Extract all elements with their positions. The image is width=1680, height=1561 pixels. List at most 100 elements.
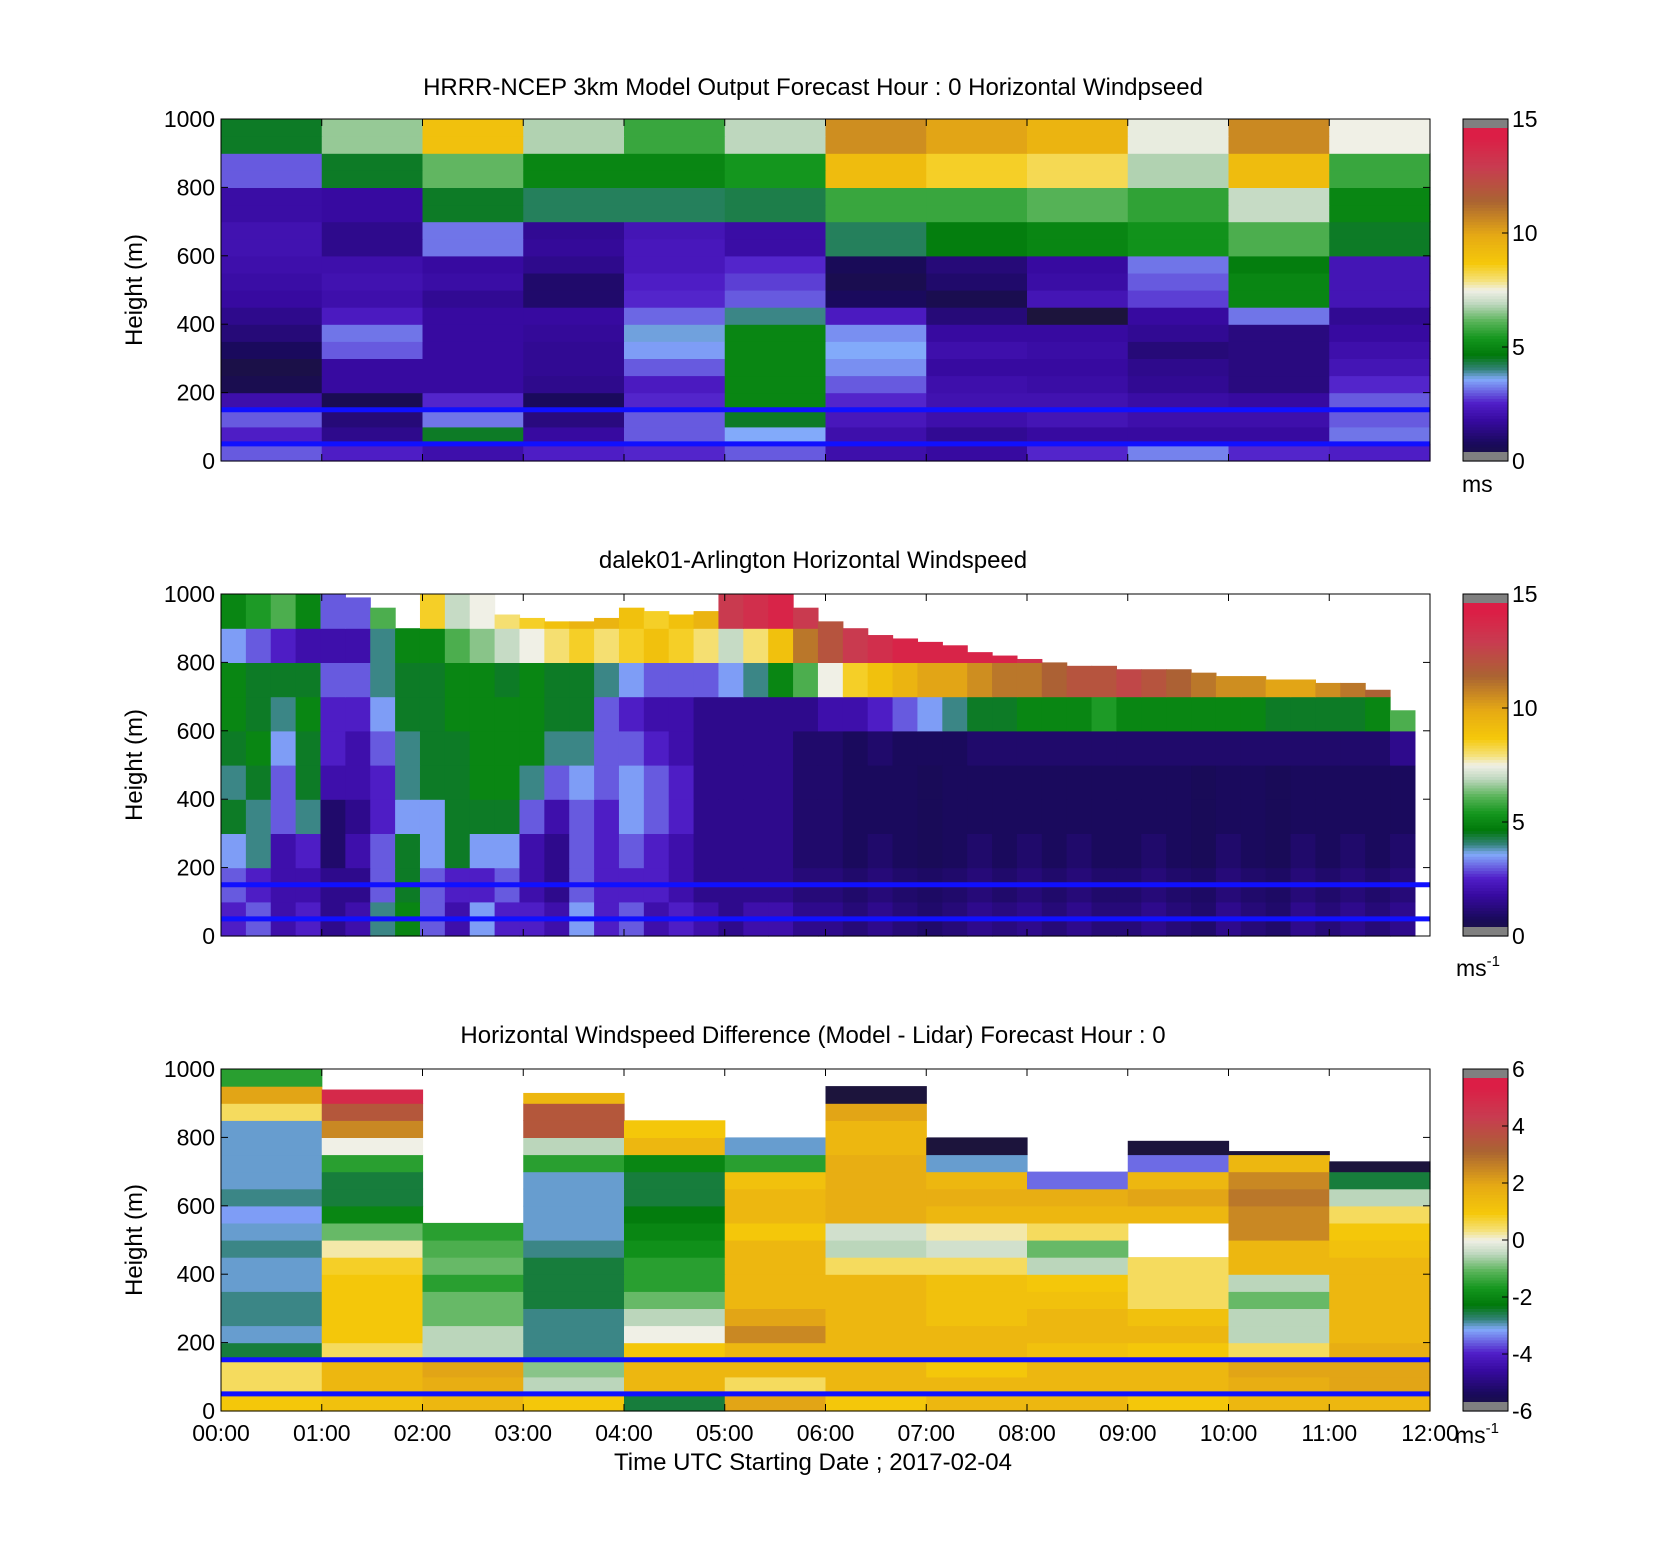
heatmap-cell	[1228, 375, 1330, 394]
heatmap-cell	[422, 1308, 524, 1327]
colorbar-swatch	[1463, 227, 1508, 231]
heatmap-cell	[270, 799, 297, 834]
heatmap-cell	[926, 1359, 1028, 1378]
heatmap-cell	[245, 765, 272, 800]
colorbar-tick-label: 5	[1512, 334, 1525, 360]
heatmap-cell	[624, 341, 726, 359]
colorbar-swatch	[1463, 1242, 1508, 1247]
heatmap-cell	[1027, 204, 1129, 223]
colorbar-swatch	[1463, 361, 1508, 365]
colorbar-swatch	[1463, 235, 1508, 240]
colorbar-swatch	[1463, 1362, 1508, 1366]
colorbar-swatch	[1463, 1302, 1508, 1307]
colorbar-swatch	[1463, 421, 1508, 425]
colorbar-swatch	[1463, 358, 1508, 362]
colorbar-swatch	[1463, 418, 1508, 422]
heatmap-cell	[345, 696, 371, 732]
colorbar-swatch	[1463, 802, 1508, 806]
heatmap-cell	[422, 375, 524, 394]
heatmap-cell	[693, 662, 720, 698]
heatmap-cell	[295, 799, 322, 834]
heatmap-cell	[693, 833, 720, 869]
heatmap-cell	[523, 1257, 625, 1275]
heatmap-cell	[825, 1257, 927, 1275]
x-tick-label: 06:00	[797, 1420, 855, 1446]
heatmap-cell	[1315, 799, 1341, 834]
heatmap-cell	[743, 799, 769, 834]
y-axis-label: Height (m)	[121, 1184, 148, 1296]
heatmap-cell	[793, 628, 819, 663]
heatmap-cell	[422, 1376, 524, 1395]
heatmap-cell	[295, 833, 322, 869]
colorbar-swatch	[1463, 144, 1508, 149]
heatmap-cell	[1329, 136, 1431, 154]
y-tick-label: 400	[177, 311, 215, 337]
heatmap-cell	[1329, 409, 1431, 428]
heatmap-cell	[523, 1205, 625, 1224]
heatmap-cell	[221, 1291, 323, 1309]
heatmap-cell	[1127, 238, 1230, 257]
colorbar-swatch	[1463, 347, 1508, 351]
heatmap-cell	[724, 1376, 827, 1395]
heatmap-cell	[1329, 358, 1431, 377]
heatmap-cell	[1166, 799, 1192, 834]
colorbar-swatch	[1463, 810, 1508, 815]
heatmap-cell	[523, 1376, 625, 1395]
heatmap-cell	[892, 765, 919, 800]
colorbar-swatch	[1463, 395, 1508, 399]
heatmap-cell	[1027, 153, 1129, 171]
heatmap-cell	[321, 1188, 424, 1207]
heatmap-cell	[320, 799, 346, 834]
heatmap-cell	[1228, 1240, 1330, 1258]
heatmap-cell	[345, 730, 371, 766]
colorbar-swatch	[1463, 750, 1508, 755]
heatmap-cell	[842, 765, 869, 800]
heatmap-cell	[892, 833, 919, 869]
heatmap-cell	[1091, 799, 1118, 834]
heatmap-cell	[768, 696, 794, 732]
colorbar-swatch	[1463, 656, 1508, 661]
heatmap-cell	[221, 1359, 323, 1378]
heatmap-cell	[768, 662, 794, 698]
colorbar-swatch	[1463, 355, 1508, 359]
heatmap-cell	[1127, 119, 1230, 137]
heatmap-cell	[1240, 765, 1267, 800]
heatmap-cell	[793, 833, 819, 869]
colorbar-swatch	[1463, 1140, 1508, 1144]
heatmap-cell	[793, 799, 819, 834]
heatmap-cell	[1315, 833, 1341, 869]
colorbar-swatch	[1463, 1359, 1508, 1364]
colorbar-swatch	[1463, 767, 1508, 772]
heatmap-cell	[618, 765, 645, 800]
colorbar-swatch	[1463, 1351, 1508, 1355]
heatmap-cell	[1027, 1376, 1129, 1395]
heatmap-cell	[1265, 765, 1292, 800]
colorbar-swatch	[1463, 161, 1508, 166]
heatmap-cell	[718, 765, 744, 800]
heatmap-cell	[569, 765, 595, 800]
colorbar-swatch	[1463, 1208, 1508, 1213]
colorbar-swatch	[1463, 770, 1508, 775]
colorbar-swatch	[1463, 1336, 1508, 1341]
heatmap-cell	[1228, 1205, 1330, 1224]
heatmap-cell	[825, 1240, 927, 1258]
heatmap-cell	[321, 1103, 424, 1121]
colorbar-swatch	[1463, 850, 1508, 854]
heatmap-cell	[967, 730, 993, 766]
heatmap-cell	[419, 799, 446, 834]
y-tick-label: 600	[177, 718, 215, 744]
colorbar-swatch	[1463, 1365, 1508, 1369]
heatmap-cell	[321, 119, 424, 137]
heatmap-cell	[825, 1154, 927, 1173]
heatmap-cell	[1166, 730, 1192, 766]
heatmap-cell	[523, 358, 625, 377]
heatmap-cell	[1228, 119, 1330, 137]
heatmap-cell	[624, 290, 726, 308]
heatmap-cell	[422, 119, 524, 137]
heatmap-cell	[221, 255, 323, 274]
heatmap-cell	[544, 730, 570, 766]
heatmap-cell	[370, 607, 396, 629]
heatmap-cell	[523, 221, 625, 240]
colorbar-swatch	[1463, 298, 1508, 302]
